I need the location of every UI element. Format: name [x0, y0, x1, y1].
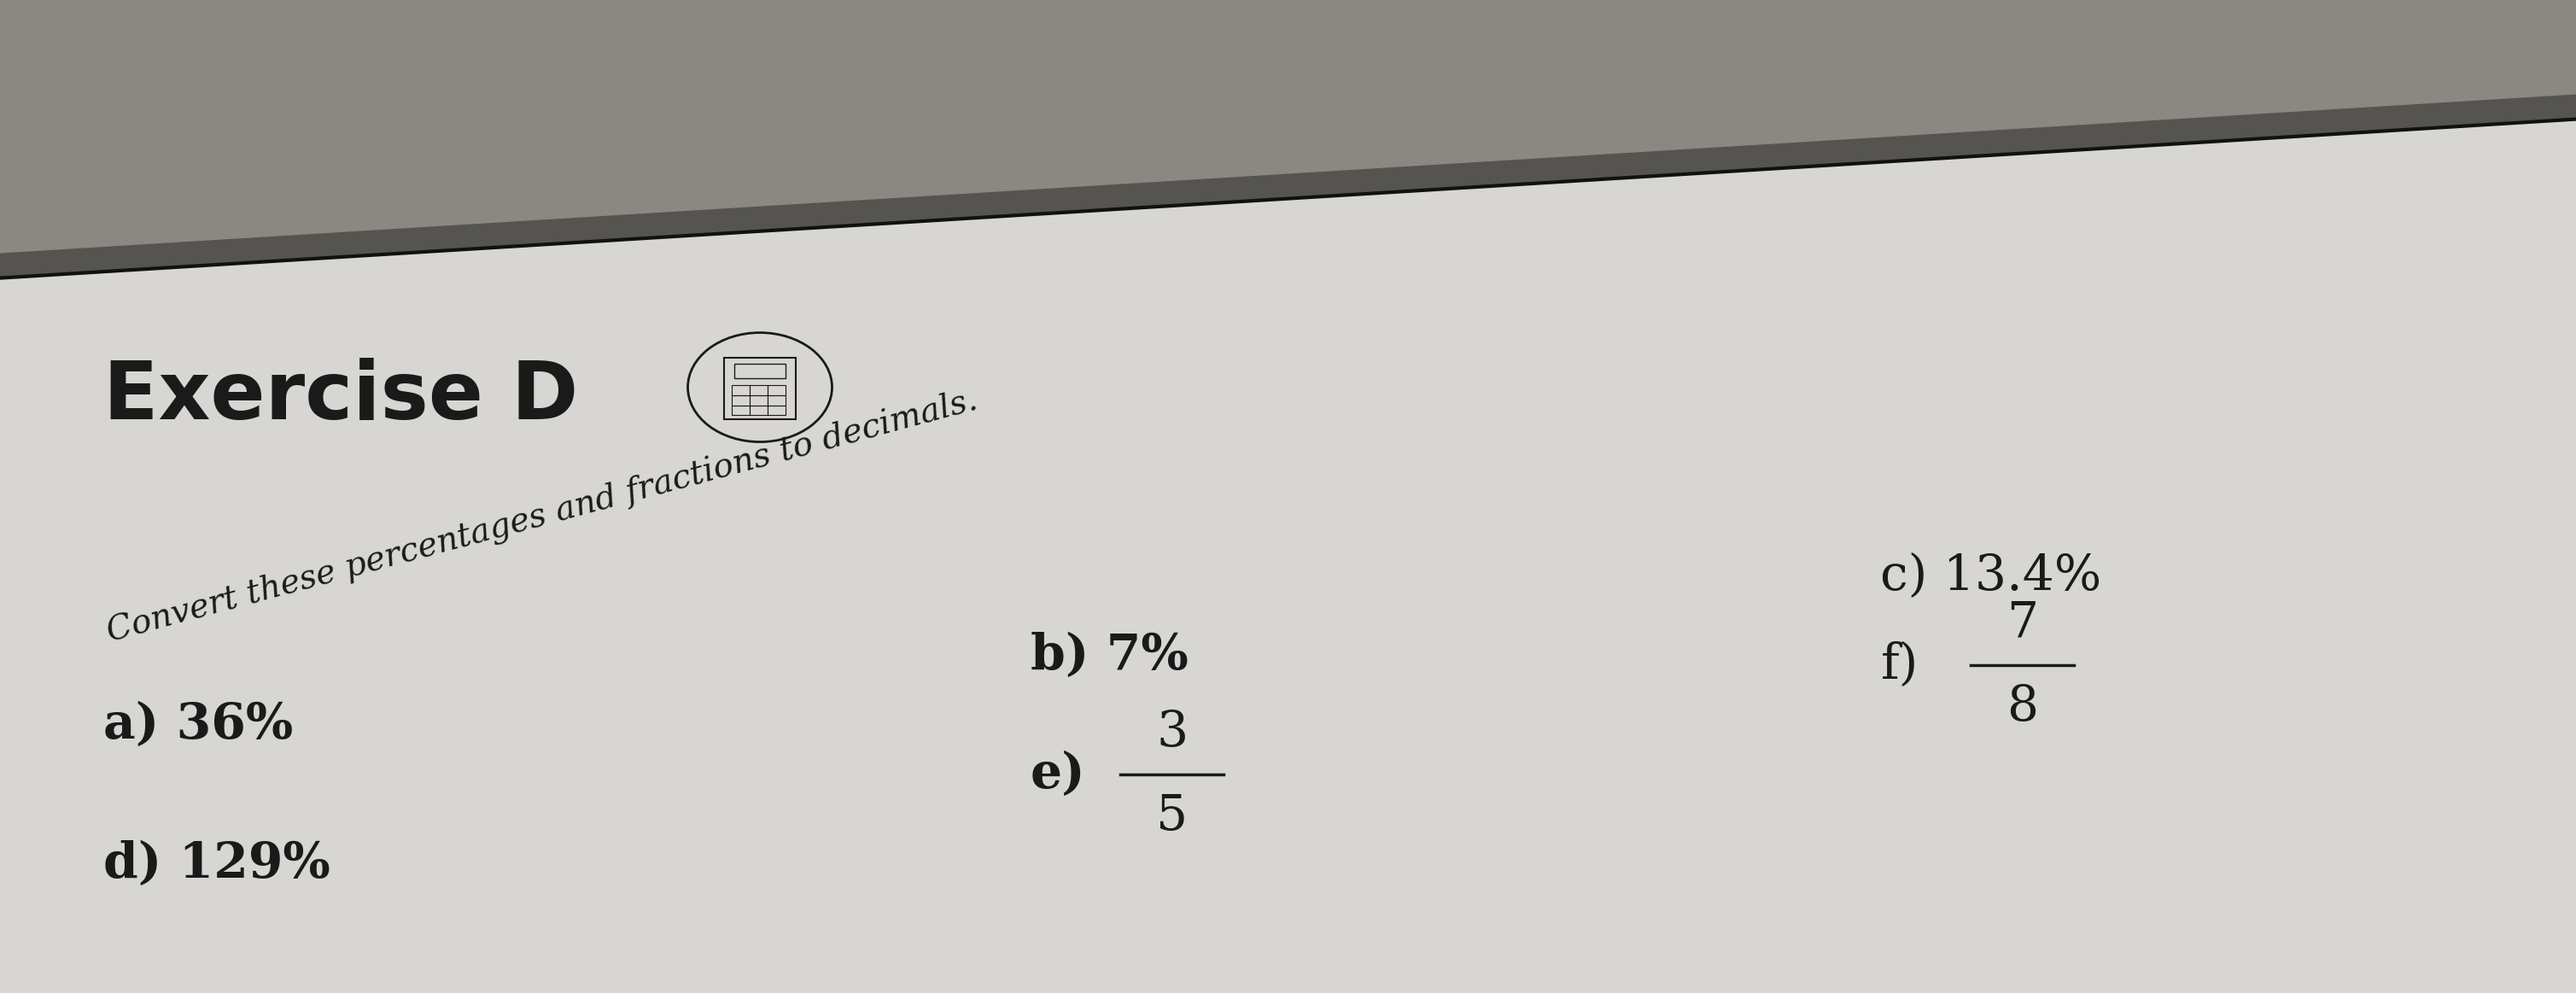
Polygon shape: [0, 94, 2576, 278]
Text: a) 36%: a) 36%: [103, 701, 294, 749]
Text: 7: 7: [2007, 600, 2038, 647]
Text: b) 7%: b) 7%: [1030, 632, 1188, 679]
Polygon shape: [0, 119, 2576, 993]
Text: 3: 3: [1157, 709, 1188, 757]
Text: Exercise D: Exercise D: [103, 357, 577, 437]
Text: d) 129%: d) 129%: [103, 840, 330, 888]
Text: c) 13.4%: c) 13.4%: [1880, 552, 2102, 600]
Text: f): f): [1880, 641, 1919, 689]
Text: 5: 5: [1157, 792, 1188, 840]
Text: 8: 8: [2007, 683, 2038, 731]
Text: Convert these percentages and fractions to decimals.: Convert these percentages and fractions …: [103, 384, 981, 648]
Text: e): e): [1030, 751, 1084, 798]
